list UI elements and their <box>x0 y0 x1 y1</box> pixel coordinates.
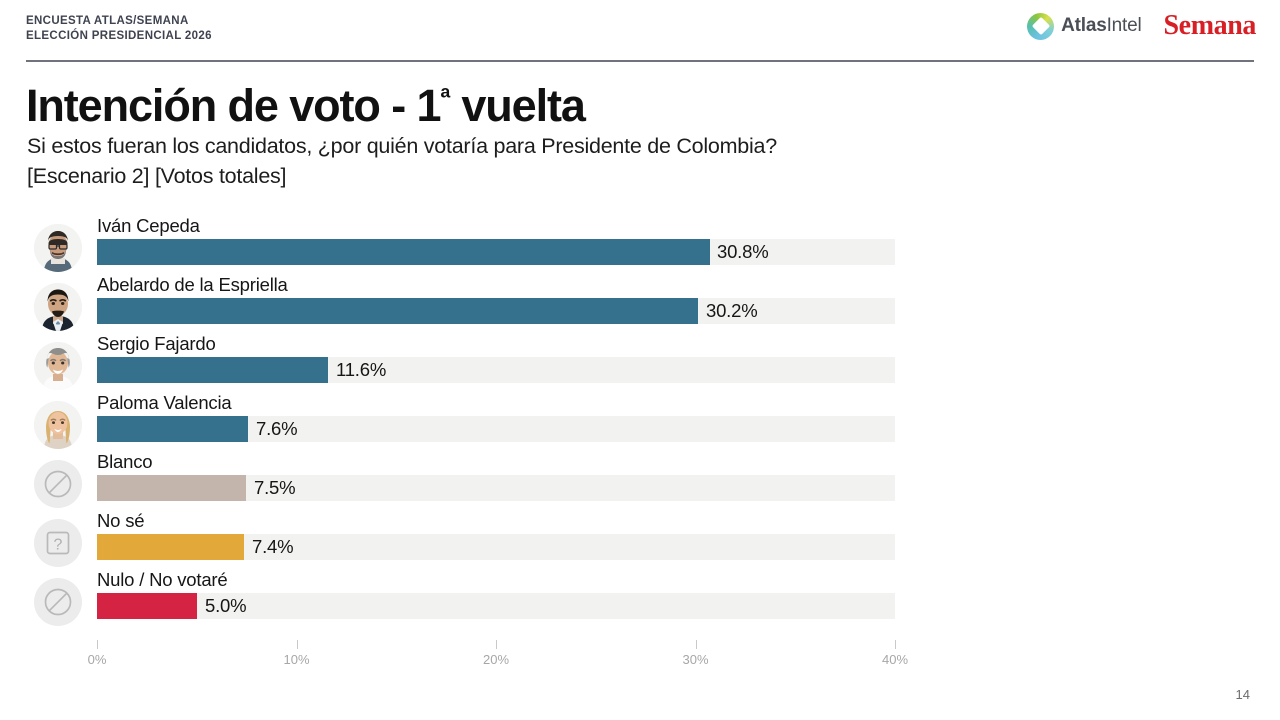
bar-value-label: 7.6% <box>256 418 298 439</box>
axis-tick-label: 40% <box>881 652 909 667</box>
bar-chart: Iván Cepeda 30.8% Abelardo de la Espriel… <box>0 214 1280 684</box>
question-mark-icon: ? <box>34 519 82 567</box>
row-label: Blanco <box>97 451 153 472</box>
row-label: Sergio Fajardo <box>97 333 216 354</box>
bar-value-label: 5.0% <box>205 595 247 616</box>
bar-fill <box>97 534 244 560</box>
bar-value-label: 30.8% <box>717 241 769 262</box>
chart-row: Nulo / No votaré 5.0% <box>34 568 934 626</box>
atlasintel-logo: AtlasIntel <box>1027 12 1142 40</box>
page-subtitle-line-2: [Escenario 2] [Votos totales] <box>27 164 287 188</box>
chart-row: ? No sé 7.4% <box>34 509 934 567</box>
axis-tick <box>97 640 98 649</box>
page-title: Intención de voto - 1ª vuelta <box>26 72 586 132</box>
atlas-wordmark-bold: Atlas <box>1061 15 1107 36</box>
bar-fill <box>97 593 197 619</box>
photo-ivan-cepeda <box>34 224 82 272</box>
axis-tick <box>296 640 298 649</box>
row-label: Abelardo de la Espriella <box>97 274 288 295</box>
chart-row: Paloma Valencia 7.6% <box>34 391 934 449</box>
prohibition-icon <box>34 578 82 626</box>
page-subtitle-line-1: Si estos fueran los candidatos, ¿por qui… <box>27 134 777 158</box>
bar-fill <box>97 298 698 324</box>
prohibition-icon <box>34 460 82 508</box>
bar-track <box>97 357 895 383</box>
atlasintel-wordmark: AtlasIntel <box>1061 15 1142 37</box>
slide-header: ENCUESTA ATLAS/SEMANA ELECCIÓN PRESIDENC… <box>0 0 1280 62</box>
x-axis: 0% 10% 20% 30% 40% <box>88 640 908 680</box>
svg-text:?: ? <box>54 537 63 554</box>
bar-fill <box>97 239 710 265</box>
bar-value-label: 7.4% <box>252 536 294 557</box>
bar-value-label: 30.2% <box>706 300 758 321</box>
axis-tick <box>695 640 697 649</box>
axis-tick-label: 30% <box>682 652 709 667</box>
chart-row: Iván Cepeda 30.8% <box>34 214 934 272</box>
bar-track <box>97 475 895 501</box>
photo-paloma-valencia <box>34 401 82 449</box>
page-subtitle: Si estos fueran los candidatos, ¿por qui… <box>27 131 777 191</box>
bar-value-label: 7.5% <box>254 477 296 498</box>
bar-track <box>97 534 895 560</box>
bar-track <box>97 593 895 619</box>
page-number: 14 <box>1235 687 1250 702</box>
chart-row: Blanco 7.5% <box>34 450 934 508</box>
atlas-diamond-icon <box>1027 12 1055 40</box>
axis-tick-label: 0% <box>87 652 107 667</box>
row-label: Iván Cepeda <box>97 215 200 236</box>
bar-track <box>97 416 895 442</box>
header-eyebrow: ENCUESTA ATLAS/SEMANA ELECCIÓN PRESIDENC… <box>26 14 212 44</box>
row-label: No sé <box>97 510 145 531</box>
chart-row: Sergio Fajardo 11.6% <box>34 332 934 390</box>
axis-tick <box>895 640 896 649</box>
row-label: Nulo / No votaré <box>97 569 228 590</box>
bar-track <box>97 239 895 265</box>
page-title-main: Intención de voto - 1 <box>26 80 442 131</box>
photo-abelardo-de-la-espriella <box>34 283 82 331</box>
bar-track <box>97 298 895 324</box>
semana-logo: Semana <box>1163 10 1257 41</box>
bar-fill <box>97 416 248 442</box>
header-logos: AtlasIntel Semana <box>1027 12 1256 40</box>
page-title-tail: vuelta <box>449 80 586 131</box>
axis-tick-label: 10% <box>283 652 310 667</box>
chart-row: Abelardo de la Espriella 30.2% <box>34 273 934 331</box>
header-eyebrow-line-1: ENCUESTA ATLAS/SEMANA <box>26 15 189 27</box>
axis-tick <box>496 640 497 649</box>
row-label: Paloma Valencia <box>97 392 232 413</box>
photo-sergio-fajardo <box>34 342 82 390</box>
atlas-wordmark-light: Intel <box>1106 15 1142 36</box>
bar-value-label: 11.6% <box>336 359 387 380</box>
page-title-ordinal: ª <box>440 83 450 113</box>
bar-fill <box>97 357 328 383</box>
axis-tick-label: 20% <box>482 652 510 667</box>
bar-fill <box>97 475 246 501</box>
header-eyebrow-line-2: ELECCIÓN PRESIDENCIAL 2026 <box>26 30 212 42</box>
header-divider <box>26 60 1254 62</box>
